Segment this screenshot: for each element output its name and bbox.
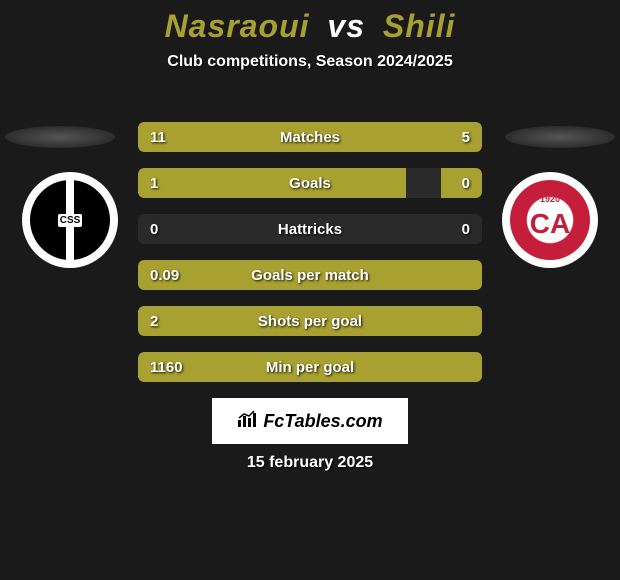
comparison-title: Nasraoui vs Shili — [0, 8, 620, 45]
vs-label: vs — [327, 8, 365, 44]
stat-label: Goals per match — [138, 260, 482, 290]
stat-label: Hattricks — [138, 214, 482, 244]
team1-badge-icon: CSS — [30, 180, 110, 260]
player1-silhouette-shadow — [5, 126, 115, 148]
stat-row: 2Shots per goal — [138, 306, 482, 336]
stat-label: Goals — [138, 168, 482, 198]
stat-label: Min per goal — [138, 352, 482, 382]
date-label: 15 february 2025 — [0, 454, 620, 472]
stat-row: 0Hattricks0 — [138, 214, 482, 244]
player2-silhouette-shadow — [505, 126, 615, 148]
subtitle: Club competitions, Season 2024/2025 — [0, 53, 620, 71]
team2-badge-year: 1920 — [540, 194, 560, 204]
team1-badge-label: CSS — [58, 214, 83, 227]
team2-badge: 1920 CA — [502, 172, 598, 268]
header: Nasraoui vs Shili Club competitions, Sea… — [0, 0, 620, 71]
stat-value-right: 0 — [462, 168, 470, 198]
stat-row: 0.09Goals per match — [138, 260, 482, 290]
player2-name: Shili — [383, 8, 456, 44]
stats-container: 11Matches51Goals00Hattricks00.09Goals pe… — [138, 122, 482, 398]
fctables-watermark: FcTables.com — [212, 398, 408, 444]
fctables-label: FcTables.com — [263, 411, 382, 432]
team2-badge-icon: 1920 CA — [510, 180, 590, 260]
team1-badge: CSS — [22, 172, 118, 268]
stat-row: 1Goals0 — [138, 168, 482, 198]
stat-row: 1160Min per goal — [138, 352, 482, 382]
stat-label: Shots per goal — [138, 306, 482, 336]
stat-label: Matches — [138, 122, 482, 152]
stat-row: 11Matches5 — [138, 122, 482, 152]
player1-name: Nasraoui — [165, 8, 310, 44]
team2-badge-emblem: CA — [530, 208, 570, 240]
chart-icon — [237, 410, 257, 433]
stat-value-right: 5 — [462, 122, 470, 152]
stat-value-right: 0 — [462, 214, 470, 244]
